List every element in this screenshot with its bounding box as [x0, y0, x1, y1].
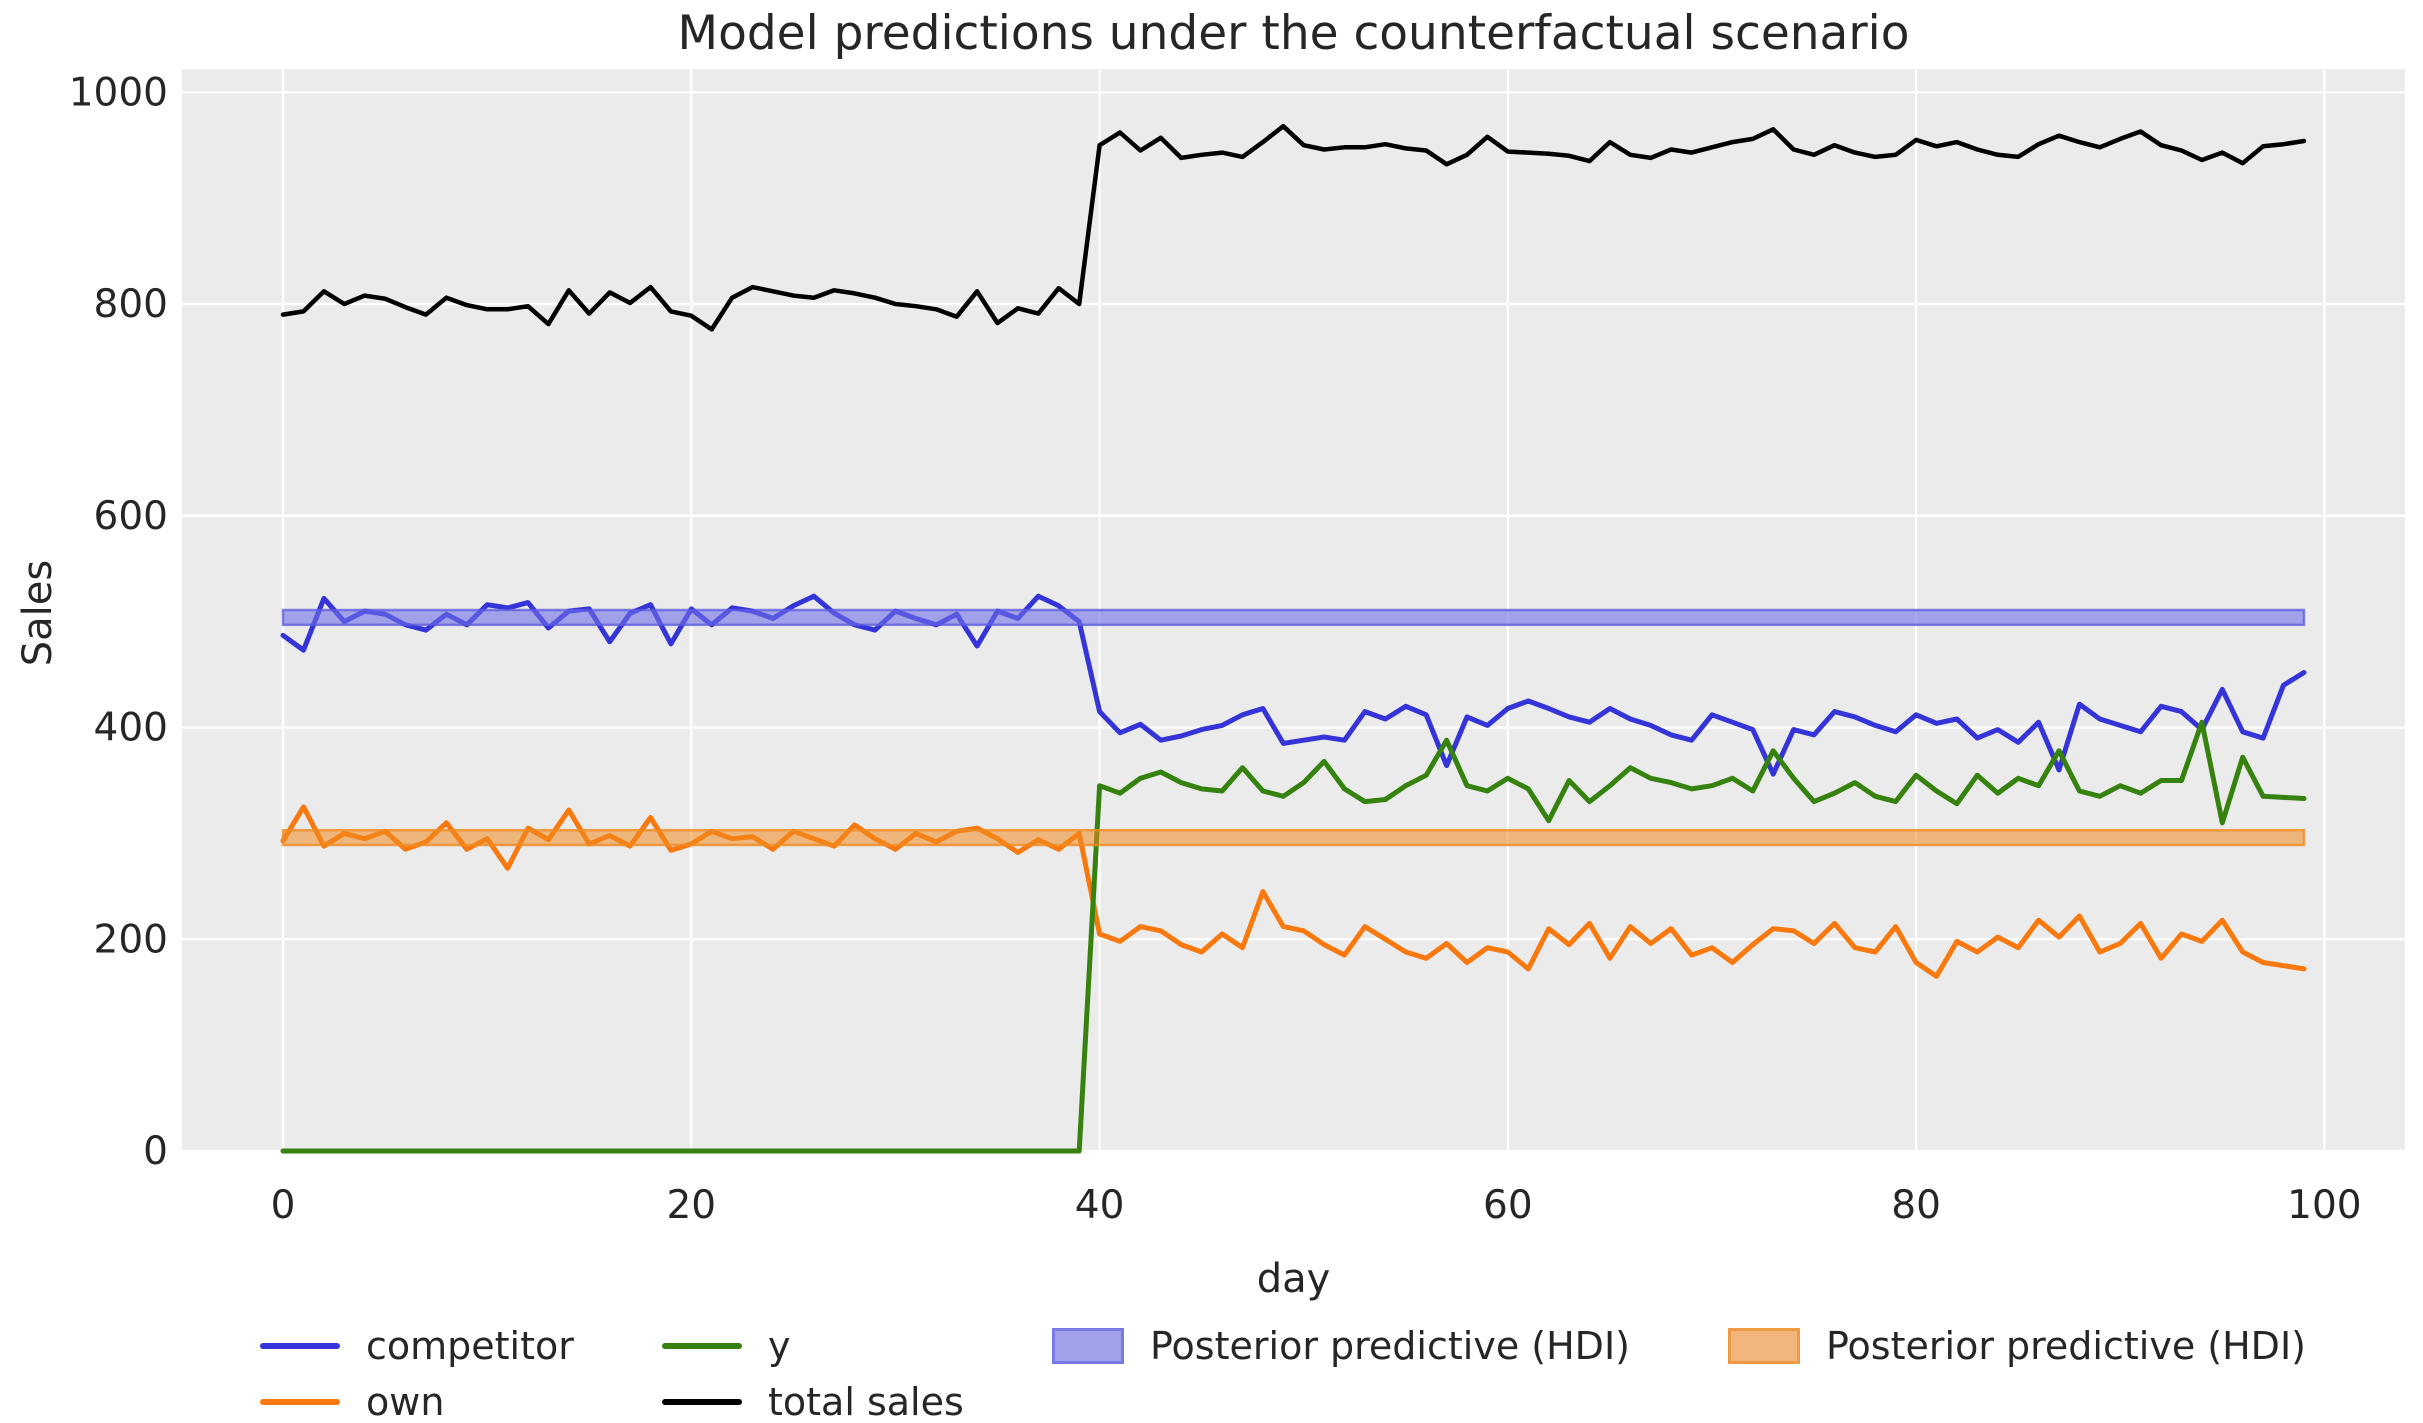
y-axis-label: Sales: [15, 559, 61, 667]
x-axis-label: day: [1256, 1256, 1331, 1302]
chart-title: Model predictions under the counterfactu…: [677, 6, 1910, 61]
x-tick-label: 20: [666, 1183, 716, 1228]
legend-label: own: [366, 1380, 445, 1423]
legend-label: Posterior predictive (HDI): [1826, 1324, 2306, 1368]
y-tick-label: 0: [143, 1129, 168, 1174]
hdi-band-competitor: [281, 608, 2306, 627]
legend-entry-total-sales: total sales: [662, 1380, 964, 1423]
own-line-swatch: [260, 1399, 340, 1405]
x-tick-label: 100: [2287, 1183, 2361, 1228]
y-tick-label: 200: [94, 917, 168, 962]
hdi-orange-patch-swatch: [1728, 1328, 1800, 1364]
hdi-blue-patch-swatch: [1052, 1328, 1124, 1364]
legend-entry-hdi-orange: Posterior predictive (HDI): [1728, 1324, 2306, 1368]
legend-label: Posterior predictive (HDI): [1150, 1324, 1630, 1368]
x-tick-label: 40: [1075, 1183, 1125, 1228]
legend-entry-hdi-blue: Posterior predictive (HDI): [1052, 1324, 1630, 1368]
hdi-band-own: [281, 828, 2306, 847]
x-tick-label: 0: [271, 1183, 296, 1228]
y-tick-label: 600: [94, 494, 168, 539]
y-tick-label: 800: [94, 282, 168, 327]
legend-entry-own: own: [260, 1380, 444, 1423]
legend-label: y: [768, 1324, 791, 1368]
y-line-swatch: [662, 1343, 742, 1349]
legend-entry-y: y: [662, 1324, 791, 1368]
series-line-competitor: [280, 593, 2307, 777]
x-tick-label: 80: [1891, 1183, 1941, 1228]
y-tick-label: 400: [94, 706, 168, 751]
legend-label: total sales: [768, 1380, 964, 1423]
series-line-total-sales: [280, 123, 2307, 332]
legend-entry-competitor: competitor: [260, 1324, 574, 1368]
x-tick-label: 60: [1483, 1183, 1533, 1228]
total-sales-line-swatch: [662, 1399, 742, 1405]
series-line-y: [280, 719, 2307, 1154]
y-tick-label: 1000: [69, 70, 168, 115]
legend-label: competitor: [366, 1324, 574, 1368]
competitor-line-swatch: [260, 1343, 340, 1349]
